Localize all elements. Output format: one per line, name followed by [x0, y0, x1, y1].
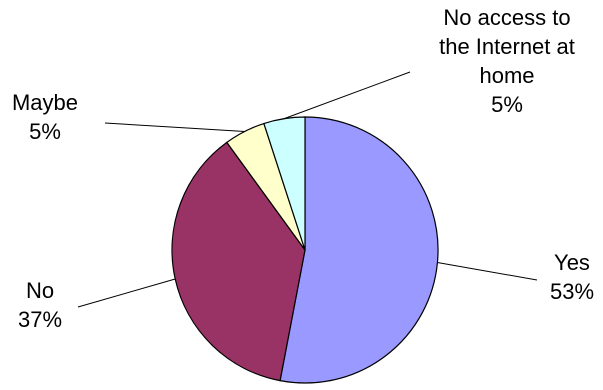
leader-line-yes [437, 262, 538, 281]
labels-layer: Yes 53% No 37% Maybe 5% No access to the Intern… [12, 5, 594, 332]
leader-line-maybe [104, 122, 245, 132]
slice-category-label: Maybe [12, 90, 78, 115]
slice-label-maybe: Maybe 5% [12, 90, 78, 144]
slices-layer [171, 116, 439, 384]
pie-slice-yes [279, 116, 439, 384]
slice-label-no-access-to-the-internet-at-home: No access to the Internet at home 5% [439, 5, 575, 117]
slice-category-label: the Internet at [439, 34, 575, 59]
leaders-layer [77, 71, 538, 308]
leader-line-no-access-to-the-internet-at-home [284, 71, 411, 120]
slice-category-label: Yes [554, 250, 590, 275]
slice-value-label: 5% [29, 119, 61, 144]
slice-value-label: 5% [491, 92, 523, 117]
slice-label-no: No 37% [18, 278, 62, 332]
leader-line-no [77, 278, 176, 308]
pie-slice-no [171, 141, 306, 382]
slice-value-label: 53% [550, 279, 594, 304]
slice-label-yes: Yes 53% [550, 250, 594, 304]
slice-category-label: No access to [443, 5, 570, 30]
pie-slice-no-access-to-the-internet-at-home [263, 116, 306, 251]
slice-category-label: home [479, 63, 534, 88]
slice-value-label: 37% [18, 307, 62, 332]
slice-category-label: No [26, 278, 54, 303]
